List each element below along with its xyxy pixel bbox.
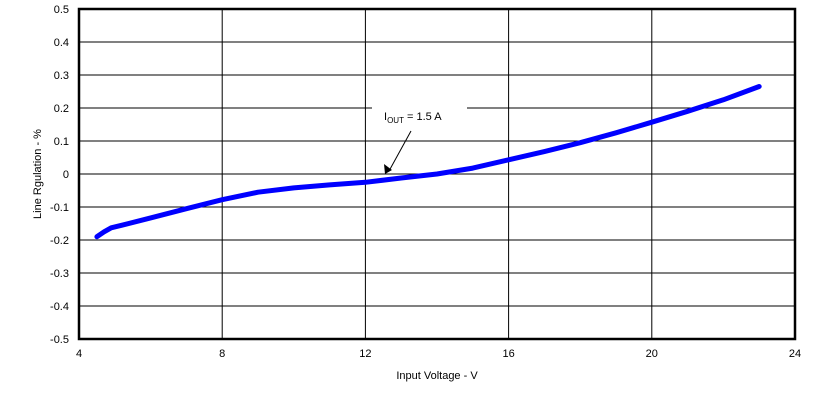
x-tick-label: 16	[502, 348, 514, 360]
x-tick-label: 24	[789, 348, 801, 360]
y-tick-label: -0.1	[50, 202, 69, 214]
plot-frame	[77, 7, 797, 341]
y-tick-label: -0.4	[50, 301, 69, 313]
y-tick-label: 0	[63, 169, 69, 181]
y-axis-ticks: 0.5 0.4 0.3 0.2 0.1 0 -0.1 -0.2 -0.3 -0.4 -0.5	[50, 4, 69, 346]
y-tick-label: -0.5	[50, 334, 69, 346]
annotation-arrow-line	[388, 130, 412, 172]
x-tick-label: 4	[76, 348, 82, 360]
y-tick-label: -0.2	[50, 235, 69, 247]
x-tick-label: 20	[646, 348, 658, 360]
annotation-arrowhead-icon	[384, 164, 392, 174]
y-tick-label: 0.4	[54, 37, 69, 49]
y-tick-label: 0.5	[54, 4, 69, 16]
y-tick-label: 0.2	[54, 103, 69, 115]
y-tick-label: 0.3	[54, 70, 69, 82]
x-tick-label: 8	[219, 348, 225, 360]
y-tick-label: 0.1	[54, 136, 69, 148]
annotation-background	[372, 100, 467, 124]
x-tick-label: 12	[359, 348, 371, 360]
y-tick-label: -0.3	[50, 268, 69, 280]
y-axis-label: Line Rgulation - %	[32, 129, 44, 219]
x-axis-ticks: 4 8 12 16 20 24	[76, 348, 801, 360]
series-line-iout-1-5a	[94, 84, 762, 240]
x-axis-label: Input Voltage - V	[396, 370, 478, 382]
annotation-label: IOUT = 1.5 A	[384, 111, 442, 125]
